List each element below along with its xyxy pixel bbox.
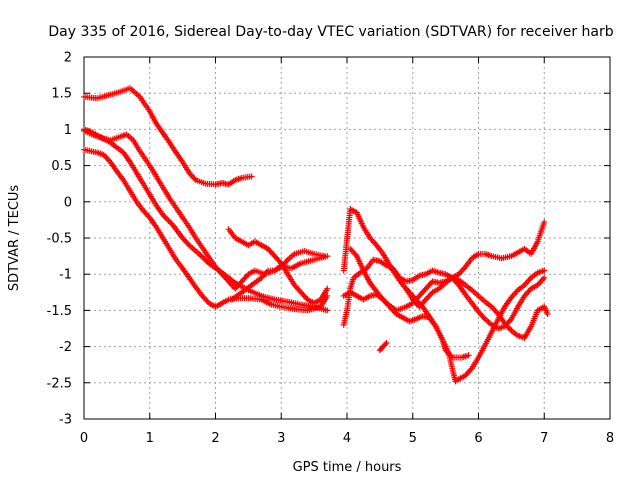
series-track-d [81,146,331,314]
data-point [541,274,548,281]
y-tick-label: 1 [64,123,72,138]
y-tick-label: 2 [64,51,72,66]
x-tick-label: 7 [540,431,548,446]
series-track-c [81,127,331,292]
y-tick-labels: -3 -2.5 -2 -1.5 -1 -0.5 0 0.5 1 1.5 2 [47,51,72,428]
data-point [324,307,331,314]
series-track-e [225,226,331,307]
x-tick-label: 2 [211,431,219,446]
data-point [320,253,327,260]
data-point [166,219,173,226]
y-tick-label: -0.5 [47,232,72,247]
data-point [324,285,331,292]
data-point [248,173,255,180]
data-point [544,311,551,318]
series-track-a [81,85,255,188]
series-track-l [376,339,390,354]
y-tick-label: 0 [64,195,72,210]
x-tick-label: 6 [474,431,482,446]
x-tick-label: 4 [343,431,351,446]
x-tick-label: 5 [409,431,417,446]
y-tick-label: -2 [59,340,72,355]
data-series [81,85,551,385]
data-point [162,214,169,221]
series-track-j [347,219,548,314]
series-track-h [340,256,548,332]
axis-ticks [83,56,611,420]
x-tick-label: 1 [146,431,154,446]
data-point [465,352,472,359]
data-point [382,341,389,348]
series-track-f [228,248,327,303]
x-tick-labels: 0 1 2 3 4 5 6 7 8 [80,431,614,446]
y-tick-label: -2.5 [47,376,72,391]
y-tick-label: -3 [59,413,72,428]
y-tick-label: -1.5 [47,304,72,319]
grid [84,57,610,419]
x-tick-label: 3 [277,431,285,446]
y-axis-label: SDTVAR / TECUs [7,185,22,292]
y-tick-label: 0.5 [51,159,72,174]
data-point [541,219,548,226]
y-tick-label: -1 [59,268,72,283]
y-tick-label: 1.5 [51,87,72,102]
series-track-b [81,126,331,314]
data-point [383,339,390,346]
data-point [164,216,171,223]
x-axis-label: GPS time / hours [293,460,402,475]
x-tick-label: 0 [80,431,88,446]
data-point [165,217,172,224]
series-track-k [403,274,551,341]
x-tick-label: 8 [606,431,614,446]
chart-title: Day 335 of 2016, Sidereal Day-to-day VTE… [48,24,613,40]
data-point [541,267,548,274]
